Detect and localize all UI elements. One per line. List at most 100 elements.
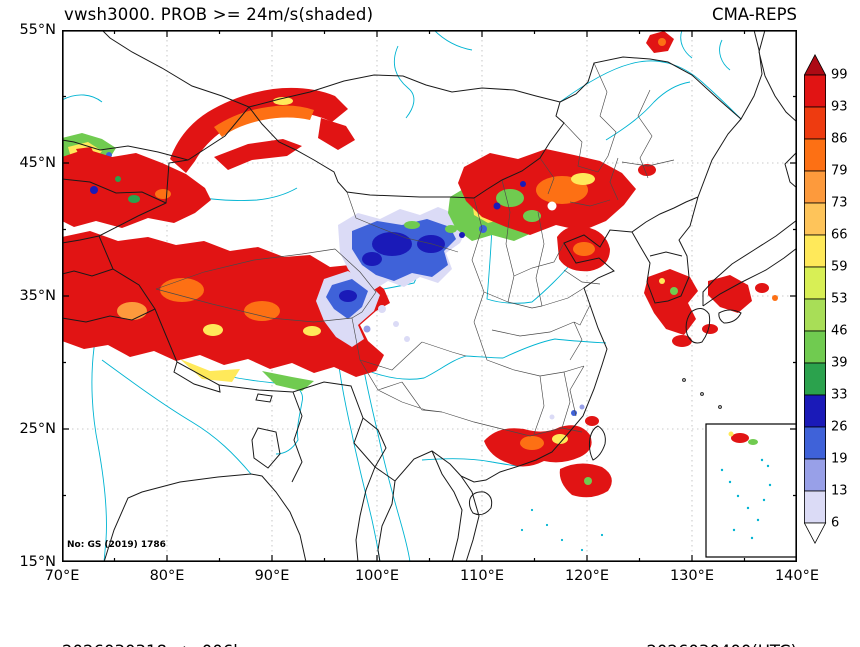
shade-speck [496, 189, 524, 207]
valid-time-utc: 2026030400(UTC) [646, 638, 797, 647]
national-borders [62, 30, 797, 562]
ryukyu-island [682, 378, 686, 382]
inset-box [705, 423, 797, 558]
shade-speck [363, 325, 371, 333]
shade-speck [755, 283, 769, 293]
x-tick-label: 70°E [44, 568, 80, 584]
river [356, 329, 411, 562]
shade-speck [670, 287, 678, 295]
colorbar-above-arrow [804, 54, 827, 76]
islet [560, 538, 564, 542]
inset-islets [720, 458, 772, 540]
ryukyu-island [718, 405, 722, 409]
river [559, 60, 742, 120]
shade-speck [672, 335, 692, 347]
central-asia-borders [62, 30, 250, 323]
colorbar-tick: 6 [831, 516, 839, 531]
map-canvas [62, 30, 797, 562]
islet [736, 494, 740, 498]
colorbar-segment [804, 394, 827, 428]
map-watermark: No: GS (2019) 1786 [67, 540, 166, 550]
shade-speck [115, 176, 121, 182]
shade-region [62, 231, 390, 377]
islet [732, 528, 736, 532]
colorbar-tick: 13 [831, 484, 848, 499]
river [605, 81, 691, 141]
hainan-island [468, 491, 493, 516]
shade-region [644, 269, 698, 335]
south-coastlines [103, 473, 480, 562]
river [680, 30, 731, 71]
x-tick-label: 110°E [459, 568, 505, 584]
shade-speck [393, 321, 399, 327]
islet [766, 464, 770, 468]
colorbar-tick: 19 [831, 452, 848, 467]
sea-islets [520, 508, 604, 552]
shade-region [62, 149, 211, 228]
shade-speck [638, 164, 656, 176]
colorbar-tick: 73 [831, 196, 848, 211]
islet [728, 480, 732, 484]
y-tick-label: 45°N [19, 155, 56, 171]
x-tick-label: 80°E [149, 568, 185, 584]
colorbar-tick: 33 [831, 388, 848, 403]
colorbar-tick: 66 [831, 228, 848, 243]
y-tick-label: 55°N [19, 22, 56, 38]
shade-speck [404, 336, 410, 342]
shade-region [214, 105, 314, 137]
river [333, 329, 381, 562]
shade-region [180, 359, 240, 382]
korea-peninsula [631, 196, 699, 304]
colorbar: 99 93 86 79 73 66 59 53 46 39 33 26 19 1… [804, 54, 848, 545]
shade-speck [445, 225, 457, 233]
x-tick-label: 90°E [254, 568, 290, 584]
colorbar-segment [804, 202, 827, 236]
shade-speck [549, 414, 555, 420]
shade-speck [702, 324, 718, 334]
y-tick-label: 15°N [19, 554, 56, 570]
colorbar-segment [804, 490, 827, 524]
china-border-north [248, 56, 742, 199]
river [101, 359, 252, 475]
inset-shade [731, 433, 749, 443]
inset-shade [728, 431, 734, 437]
shade-speck [459, 232, 465, 238]
shade-speck [520, 436, 544, 450]
shade-speck [128, 195, 140, 203]
china-border-west-south [98, 106, 462, 482]
china-coastline [460, 229, 633, 483]
shade-region [318, 118, 355, 150]
colorbar-segment [804, 330, 827, 364]
shade-speck [552, 434, 568, 444]
chart-title: vwsh3000. PROB >= 24m/s(shaded) [64, 5, 374, 24]
shade-speck [585, 416, 599, 426]
islet [580, 548, 584, 552]
shade-region [708, 275, 752, 313]
shade-speck [117, 302, 147, 320]
model-label: CMA-REPS [712, 5, 797, 24]
colorbar-tick: 93 [831, 100, 848, 115]
province-borders [155, 62, 675, 437]
shade-speck [659, 278, 665, 284]
islet [746, 506, 750, 510]
shade-speck [244, 301, 280, 321]
map-plot [62, 30, 797, 562]
colorbar-tick: 86 [831, 132, 848, 147]
province-lines [155, 62, 675, 437]
russia-far-east-coast [740, 30, 797, 123]
lake-balkhash [62, 94, 103, 103]
shade-speck [90, 186, 98, 194]
lake-baikal [433, 30, 473, 51]
islet [756, 518, 760, 522]
shade-speck [520, 181, 526, 187]
river [394, 45, 415, 119]
islet [545, 523, 549, 527]
inset-shade [748, 439, 758, 445]
shade-speck [523, 210, 541, 222]
x-tick-label: 130°E [669, 568, 715, 584]
islet [600, 533, 604, 537]
shade-hole [547, 201, 557, 211]
colorbar-segment [804, 362, 827, 396]
colorbar-tick: 79 [831, 164, 848, 179]
